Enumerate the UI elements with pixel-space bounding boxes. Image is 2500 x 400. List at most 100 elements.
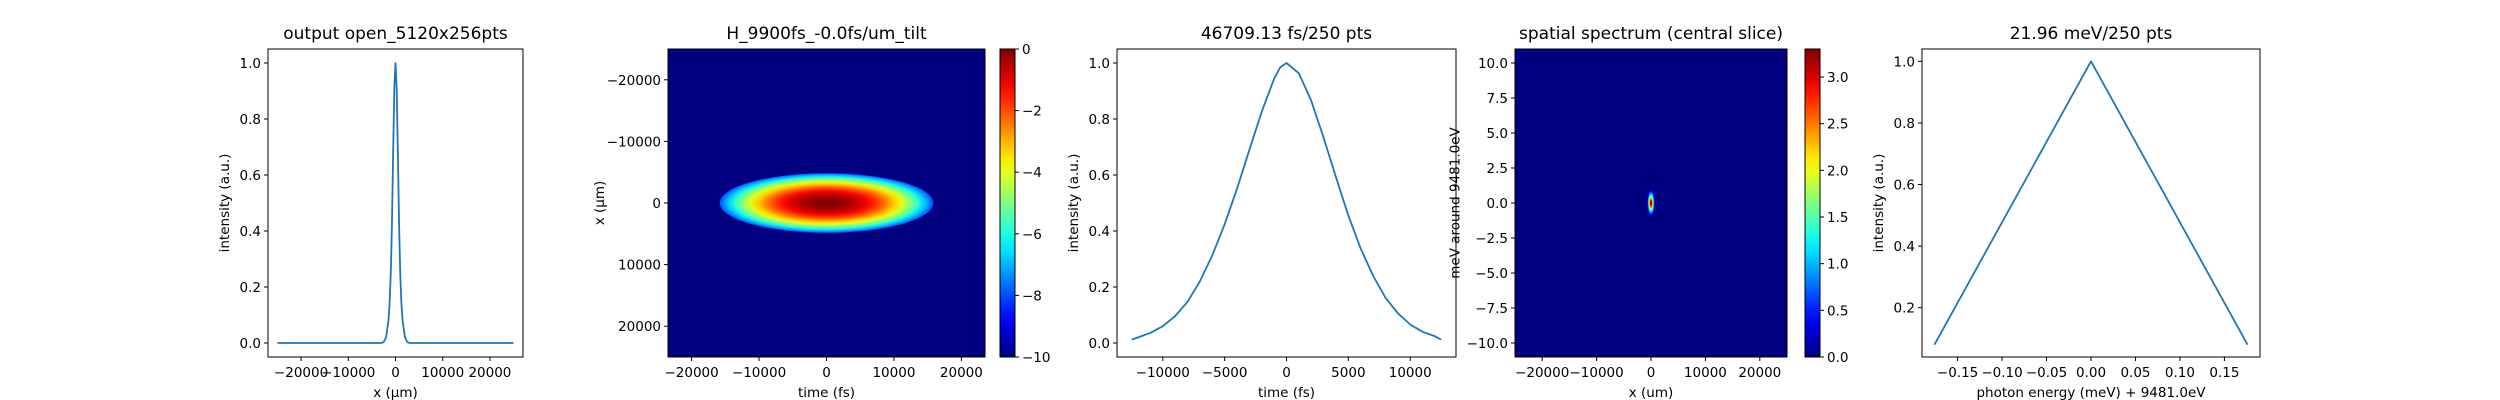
x-axis-label: x (um) xyxy=(1629,385,1674,400)
y-tick-label: 2.5 xyxy=(1487,161,1508,177)
x-axis-label: time (fs) xyxy=(1258,385,1315,400)
y-tick-label: −5.0 xyxy=(1475,266,1508,282)
series-line xyxy=(1933,60,2249,346)
x-axis-label: x (μm) xyxy=(373,385,418,400)
x-axis-label: time (fs) xyxy=(798,385,855,400)
y-tick-label: 0.0 xyxy=(1487,196,1508,212)
y-tick-label: 0.2 xyxy=(240,280,261,296)
colorbar-tick-label: −6 xyxy=(1022,227,1042,243)
x-tick-label: −20000 xyxy=(274,365,328,381)
x-tick-label: 0 xyxy=(391,365,400,381)
chart-title: H_9900fs_-0.0fs/um_tilt xyxy=(726,24,927,44)
y-axis-label: meV around 9481.0eV xyxy=(1448,126,1464,278)
x-tick-label: 10000 xyxy=(1389,365,1432,381)
colorbar-tick-label: −2 xyxy=(1022,104,1042,120)
chart-panel-4: 0.0 0.5 1.0 1.5 2.0 2.5 3.0 −20000 −10000 0 10000 2… xyxy=(1448,24,1849,400)
x-tick-label: 20000 xyxy=(940,365,983,381)
y-tick-label: −2.5 xyxy=(1475,231,1508,247)
y-tick-label: 0.4 xyxy=(240,224,261,240)
colorbar-tick-label: 0.0 xyxy=(1827,350,1848,366)
y-tick-label: 5.0 xyxy=(1487,126,1508,142)
axes-frame xyxy=(1116,48,1457,358)
chart-panel-1: −20000−10000 0 10000 20000 0.0 0.2 0.4 0.6 0.8 1.… xyxy=(217,24,524,400)
y-tick-label: 20000 xyxy=(618,319,661,335)
x-tick-label: 0.05 xyxy=(2120,365,2150,381)
colorbar-tick-label: −4 xyxy=(1022,165,1042,181)
heatmap-blob xyxy=(719,173,934,233)
y-tick-label: 0.6 xyxy=(1894,178,1915,194)
x-tick-label: 10000 xyxy=(1684,365,1727,381)
heatmap-blob xyxy=(1647,190,1655,216)
y-axis-label: x (μm) xyxy=(592,181,608,226)
y-axis-label: intensity (a.u.) xyxy=(1871,154,1887,253)
x-tick-label: −0.10 xyxy=(1981,365,2022,381)
x-tick-label: 0 xyxy=(1647,365,1656,381)
y-tick-label: 1.0 xyxy=(240,56,261,72)
chart-title: 46709.13 fs/250 pts xyxy=(1201,24,1372,44)
chart-title: output open_5120x256pts xyxy=(283,24,508,44)
chart-panel-3: −10000 −5000 0 5000 10000 0.0 0.2 0.4 0.6 0.8 1.0 4… xyxy=(1066,24,1457,400)
chart-panel-5: −0.15 −0.10 −0.05 0.00 0.05 0.10 0.15 0.2 0.4 0.6… xyxy=(1871,24,2261,400)
y-tick-label: 0.8 xyxy=(1894,116,1915,132)
y-tick-label: 1.0 xyxy=(1894,54,1915,70)
x-tick-label: −10000 xyxy=(321,365,375,381)
y-tick-label: 10000 xyxy=(618,258,661,274)
x-axis-label: photon energy (meV) + 9481.0eV xyxy=(1976,385,2206,400)
colorbar-tick-label: 2.5 xyxy=(1827,117,1848,133)
colorbar xyxy=(1804,48,1821,358)
y-tick-label: 1.0 xyxy=(1089,56,1110,72)
y-axis-label: intensity (a.u.) xyxy=(1066,154,1082,253)
y-tick-label: 0 xyxy=(652,196,661,212)
y-tick-label: 0.6 xyxy=(240,168,261,184)
colorbar-tick-label: 3.0 xyxy=(1827,70,1848,86)
colorbar-tick-label: −10 xyxy=(1022,350,1051,366)
colorbar-tick-label: 1.5 xyxy=(1827,210,1848,226)
x-tick-label: 0 xyxy=(1282,365,1291,381)
x-tick-label: 5000 xyxy=(1331,365,1365,381)
axes-frame xyxy=(267,48,524,358)
x-tick-label: −5000 xyxy=(1202,365,1248,381)
y-tick-label: 10.0 xyxy=(1478,56,1508,72)
y-tick-label: −20000 xyxy=(607,73,661,89)
colorbar-tick-label: −8 xyxy=(1022,288,1042,304)
y-tick-label: 0.2 xyxy=(1089,280,1110,296)
series-line xyxy=(277,62,514,344)
y-tick-label: 0.2 xyxy=(1894,301,1915,317)
x-tick-label: −10000 xyxy=(732,365,786,381)
y-tick-label: 0.8 xyxy=(240,112,261,128)
y-tick-label: −10000 xyxy=(607,134,661,150)
series-line xyxy=(1131,62,1442,341)
x-tick-label: −0.05 xyxy=(2026,365,2067,381)
chart-title: spatial spectrum (central slice) xyxy=(1519,24,1783,44)
y-tick-label: 7.5 xyxy=(1487,91,1508,107)
colorbar-tick-label: 0.5 xyxy=(1827,303,1848,319)
x-tick-label: 0.00 xyxy=(2076,365,2106,381)
colorbar xyxy=(999,48,1016,358)
y-tick-label: 0.4 xyxy=(1894,239,1915,255)
x-tick-label: 0 xyxy=(822,365,831,381)
y-axis-label: intensity (a.u.) xyxy=(217,154,233,253)
x-tick-label: 0.15 xyxy=(2209,365,2239,381)
y-tick-label: −10.0 xyxy=(1467,336,1508,352)
x-tick-label: −10000 xyxy=(1136,365,1190,381)
x-tick-label: 10000 xyxy=(421,365,464,381)
x-tick-label: −0.15 xyxy=(1937,365,1978,381)
y-tick-label: 0.0 xyxy=(1089,336,1110,352)
x-tick-label: −20000 xyxy=(1515,365,1569,381)
y-tick-label: 0.8 xyxy=(1089,112,1110,128)
y-tick-label: 0.0 xyxy=(240,336,261,352)
axes-frame xyxy=(1921,48,2261,358)
y-tick-label: 0.6 xyxy=(1089,168,1110,184)
chart-panel-2: 0 −2 −4 −6 −8 −10 −20000 −10000 0 10000 20000 −2000… xyxy=(592,24,1050,400)
x-tick-label: 0.10 xyxy=(2165,365,2195,381)
y-tick-label: −7.5 xyxy=(1475,301,1508,317)
x-tick-label: 10000 xyxy=(872,365,915,381)
x-tick-label: 20000 xyxy=(468,365,511,381)
x-tick-label: 20000 xyxy=(1738,365,1781,381)
colorbar-tick-label: 0 xyxy=(1022,42,1031,58)
x-tick-label: −20000 xyxy=(664,365,718,381)
y-tick-label: 0.4 xyxy=(1089,224,1110,240)
colorbar-tick-label: 1.0 xyxy=(1827,257,1848,273)
colorbar-tick-label: 2.0 xyxy=(1827,163,1848,179)
